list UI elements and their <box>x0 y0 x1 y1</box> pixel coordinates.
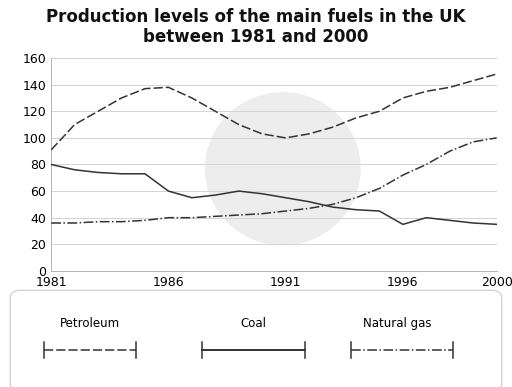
Text: Production levels of the main fuels in the UK
between 1981 and 2000: Production levels of the main fuels in t… <box>46 8 466 46</box>
Ellipse shape <box>205 92 361 245</box>
Text: Coal: Coal <box>241 317 266 330</box>
Text: Petroleum: Petroleum <box>59 317 120 330</box>
Text: Natural gas: Natural gas <box>362 317 431 330</box>
